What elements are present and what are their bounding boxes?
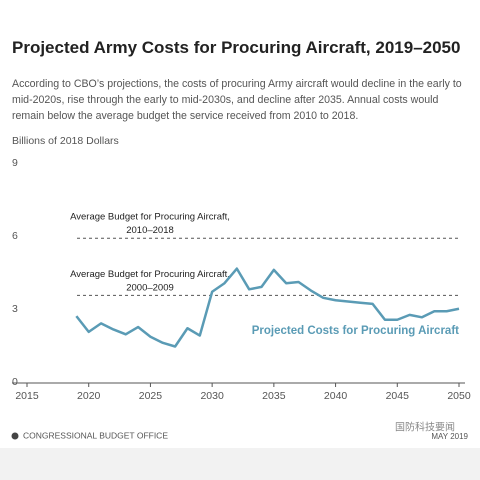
x-tick-label: 2030 [200,390,224,402]
x-tick-label: 2050 [447,390,471,402]
reference-label: Average Budget for Procuring Aircraft, [70,212,230,223]
x-tick-label: 2045 [386,390,410,402]
reference-label: Average Budget for Procuring Aircraft, [70,269,230,280]
date: MAY 2019 [431,432,468,441]
x-tick-label: 2020 [77,390,101,402]
chart-subtitle: According to CBO’s projections, the cost… [12,78,462,122]
footer-band [0,448,480,480]
reference-label: 2010–2018 [126,225,174,236]
series-line [75,267,460,348]
x-tick-label: 2035 [262,390,286,402]
x-tick-label: 2015 [15,390,39,402]
x-tick-label: 2025 [139,390,163,402]
y-tick-label: 0 [12,376,18,388]
y-tick-label: 9 [12,157,18,169]
series-label: Projected Costs for Procuring Aircraft [252,325,459,337]
watermark: 国防科技要闻 [395,421,455,434]
y-tick-label: 3 [12,303,18,315]
chart-title: Projected Army Costs for Procuring Aircr… [12,38,461,57]
reference-label: 2000–2009 [126,282,174,293]
x-tick-label: 2040 [324,390,348,402]
source: CONGRESSIONAL BUDGET OFFICE [23,430,168,440]
y-axis-label: Billions of 2018 Dollars [12,135,119,147]
logo [11,432,19,440]
y-tick-label: 6 [12,230,18,242]
